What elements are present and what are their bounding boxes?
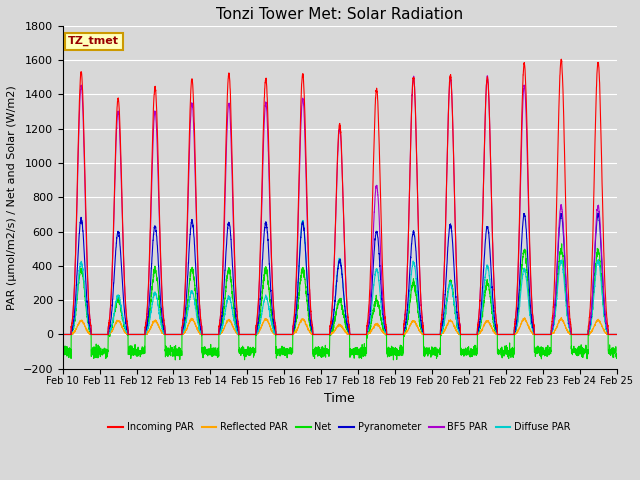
Y-axis label: PAR (μmol/m2/s) / Net and Solar (W/m2): PAR (μmol/m2/s) / Net and Solar (W/m2): [7, 85, 17, 310]
Text: TZ_tmet: TZ_tmet: [68, 36, 119, 47]
Title: Tonzi Tower Met: Solar Radiation: Tonzi Tower Met: Solar Radiation: [216, 7, 463, 22]
Legend: Incoming PAR, Reflected PAR, Net, Pyranometer, BF5 PAR, Diffuse PAR: Incoming PAR, Reflected PAR, Net, Pyrano…: [104, 418, 575, 436]
X-axis label: Time: Time: [324, 392, 355, 405]
